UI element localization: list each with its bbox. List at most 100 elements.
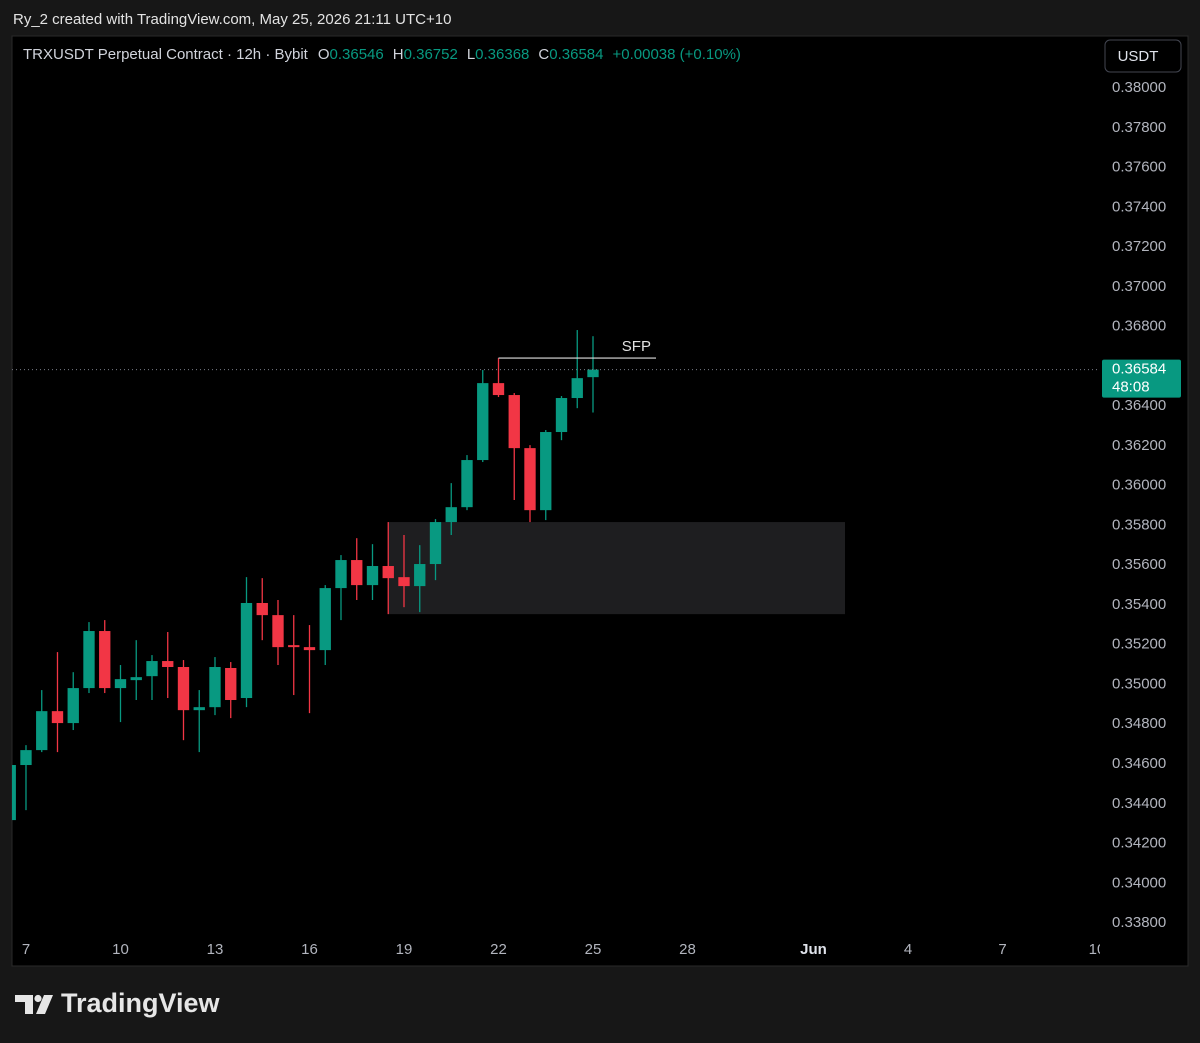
x-tick-label: 10 [1089,941,1106,958]
y-tick-label: 0.34800 [1112,715,1166,732]
candle-body [240,602,253,699]
candle-body [146,661,158,677]
candle-body [83,631,95,689]
x-tick-label: 7 [22,941,30,958]
legend-value: 0.36752 [404,46,458,63]
candle-body [225,668,237,701]
x-tick-label: 4 [904,941,912,958]
candle-body [555,398,568,433]
candle-body [303,647,316,651]
candle-body [12,765,16,821]
candle-body [508,395,520,449]
candle-body [571,378,583,399]
candle-body [335,560,347,589]
logo-part [15,995,33,1014]
y-tick-label: 0.37400 [1112,198,1166,215]
y-tick-label: 0.37600 [1112,159,1166,176]
candle-body [193,707,205,711]
candle-body [540,432,552,511]
y-tick-label: 0.38000 [1112,79,1166,96]
y-tick-label: 0.36400 [1112,397,1166,414]
candle-body [20,750,32,766]
x-tick-label: Jun [800,941,827,958]
y-tick-label: 0.37800 [1112,119,1166,136]
y-tick-label: 0.35000 [1112,675,1166,692]
candle-body [162,661,174,668]
candle-body [51,711,64,724]
y-tick-label: 0.36800 [1112,318,1166,335]
legend-key: C [538,46,549,63]
plot: SFP [12,330,1100,821]
y-tick-label: 0.35600 [1112,556,1166,573]
legend: TRXUSDT Perpetual Contract · 12h · Bybit… [23,46,741,63]
y-tick-label: 0.34200 [1112,835,1166,852]
candle-body [36,711,48,751]
x-axis: 7 10 13 16 19 22 25 28 Jun 4 7 10 [22,941,1106,958]
currency-button[interactable] [1104,39,1182,73]
legend-change: +0.00038 (+0.10%) [612,46,740,63]
candle-body [429,522,442,565]
candle-body [209,667,221,708]
candle-body [477,383,489,461]
legend-value: 0.36584 [549,46,603,63]
candle-body [445,507,457,523]
candle-body [366,566,379,586]
y-tick-label: 0.33800 [1112,914,1166,931]
y-tick-label: 0.35400 [1112,596,1166,613]
candle-body [99,631,111,689]
legend-title: TRXUSDT Perpetual Contract · 12h · Bybit [23,46,309,63]
y-tick-label: 0.37000 [1112,278,1166,295]
candle-body [492,383,505,396]
brand-name: TradingView [61,988,221,1018]
candle-body [382,566,394,579]
candle-body [461,460,473,508]
x-tick-label: 22 [490,941,507,958]
legend-key: H [393,46,404,63]
x-tick-label: 16 [301,941,318,958]
x-tick-label: 13 [207,941,224,958]
x-tick-label: 28 [679,941,696,958]
y-tick-label: 0.34000 [1112,874,1166,891]
y-tick-label: 0.35200 [1112,636,1166,653]
legend-value: 0.36546 [330,46,384,63]
candle-body [351,560,363,586]
zone [388,522,846,615]
x-tick-label: 19 [396,941,413,958]
y-tick-label: 0.36000 [1112,477,1166,494]
candle-body [414,564,426,587]
candle-body [177,667,190,711]
logo-part [34,994,42,1003]
header-text: Ry_2 created with TradingView.com, May 2… [13,11,451,28]
candle-body [398,577,410,587]
chart-area [11,35,1189,967]
candle-body [288,645,300,648]
legend-value: 0.36368 [475,46,529,63]
x-tick-label: 10 [112,941,129,958]
brand-logo [15,994,53,1014]
candle-body [319,588,331,651]
last-price-label: 0.36584 [1112,361,1166,378]
logo-part [36,995,53,1014]
x-tick-label: 7 [998,941,1006,958]
axes: 0.38000 0.37800 0.37600 0.37400 0.37200 0.370… [22,46,1181,958]
countdown: 48:08 [1112,379,1150,396]
y-tick-label: 0.36200 [1112,437,1166,454]
candle-body [67,688,79,724]
x-tick-label: 25 [585,941,602,958]
y-tick-label: 0.35800 [1112,516,1166,533]
y-tick-label: 0.37200 [1112,238,1166,255]
candle-body [524,448,536,511]
legend-key: O [318,46,330,63]
last-price-tag [1102,359,1181,398]
currency-label: USDT [1118,48,1159,65]
legend-key: L [467,46,475,63]
annotation-label: SFP [622,338,651,355]
y-tick-label: 0.34600 [1112,755,1166,772]
candle-body [130,677,142,681]
y-tick-label: 0.34400 [1112,795,1166,812]
candle-body [272,615,284,648]
candle-body [587,369,599,378]
candle-body [114,679,127,689]
